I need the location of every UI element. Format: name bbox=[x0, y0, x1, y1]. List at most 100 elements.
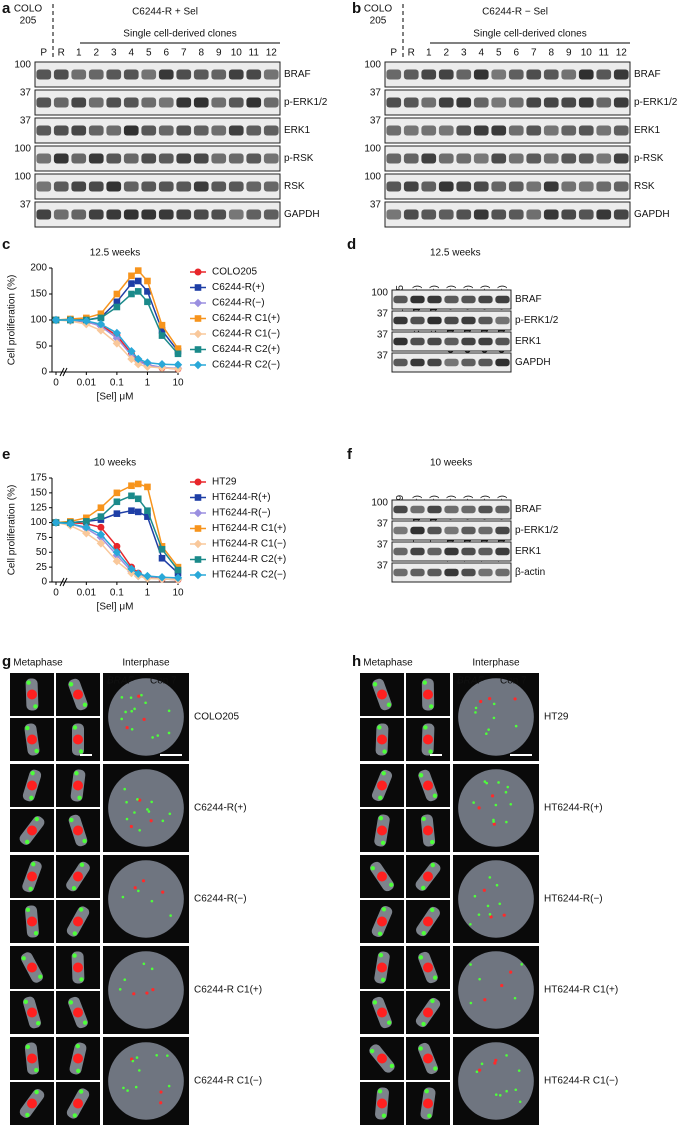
marker bbox=[173, 573, 183, 583]
nucleus bbox=[458, 951, 534, 1029]
mw-label: 100 bbox=[14, 172, 31, 183]
nucleus bbox=[458, 769, 534, 847]
green-signal bbox=[34, 1089, 39, 1095]
band bbox=[123, 209, 139, 220]
band bbox=[578, 181, 594, 192]
band bbox=[193, 97, 209, 108]
mw-label: 37 bbox=[370, 88, 382, 99]
band bbox=[193, 125, 209, 136]
marker bbox=[134, 359, 143, 369]
band bbox=[578, 125, 594, 136]
lane-label: 2 bbox=[93, 48, 99, 59]
green-signal bbox=[418, 773, 424, 778]
band bbox=[444, 547, 459, 556]
band bbox=[613, 69, 629, 80]
centromere bbox=[27, 734, 37, 745]
marker bbox=[143, 358, 152, 367]
band bbox=[427, 568, 442, 577]
band bbox=[53, 153, 69, 164]
centromere bbox=[73, 825, 83, 836]
marker bbox=[158, 332, 166, 339]
band bbox=[526, 181, 542, 192]
band bbox=[410, 295, 425, 304]
green-signal bbox=[118, 988, 122, 991]
y-tick-label: 125 bbox=[30, 502, 47, 513]
band bbox=[438, 181, 454, 192]
green-signal bbox=[156, 734, 160, 737]
red-signal bbox=[482, 888, 486, 892]
y-tick-label: 150 bbox=[30, 289, 47, 300]
green-signal bbox=[432, 975, 438, 980]
red-signal bbox=[159, 1090, 163, 1094]
band bbox=[263, 209, 279, 220]
band bbox=[36, 181, 52, 192]
band bbox=[123, 125, 139, 136]
lane-label: 10 bbox=[581, 48, 593, 59]
band bbox=[478, 295, 493, 304]
x-axis-label: [Sel] μM bbox=[97, 602, 134, 613]
red-signal bbox=[490, 794, 495, 798]
marker bbox=[134, 480, 142, 488]
row-label: BRAF bbox=[515, 294, 542, 305]
mw-label: 37 bbox=[370, 200, 382, 211]
band bbox=[456, 209, 472, 220]
green-signal bbox=[518, 1100, 522, 1104]
green-signal bbox=[430, 907, 435, 913]
band bbox=[508, 209, 524, 220]
green-signal bbox=[497, 781, 500, 784]
lane-label: R bbox=[58, 48, 65, 59]
blot-title: 12.5 weeks bbox=[430, 248, 481, 259]
band bbox=[228, 153, 244, 164]
band bbox=[106, 181, 122, 192]
centromere bbox=[377, 916, 387, 927]
nucleus bbox=[458, 678, 534, 756]
centromere bbox=[27, 780, 37, 791]
band bbox=[421, 153, 437, 164]
band bbox=[438, 69, 454, 80]
band bbox=[141, 125, 157, 136]
marker bbox=[193, 298, 203, 308]
marker bbox=[144, 483, 151, 491]
subheader: Single cell-derived clones bbox=[473, 29, 586, 40]
band bbox=[263, 125, 279, 136]
marker bbox=[158, 546, 166, 553]
green-signal bbox=[422, 680, 427, 685]
lane-label: 4 bbox=[478, 48, 484, 59]
green-signal bbox=[133, 811, 136, 814]
marker bbox=[113, 489, 121, 497]
marker bbox=[127, 346, 136, 356]
band bbox=[427, 505, 442, 514]
band bbox=[403, 209, 419, 220]
green-signal bbox=[31, 861, 36, 867]
y-axis-label: Cell proliferation (%) bbox=[7, 275, 18, 366]
band bbox=[578, 97, 594, 108]
centromere bbox=[27, 916, 37, 927]
x-tick-label: 0 bbox=[53, 588, 59, 599]
green-signal bbox=[509, 802, 513, 806]
centromere bbox=[27, 871, 37, 882]
band bbox=[158, 97, 174, 108]
band bbox=[473, 181, 489, 192]
band bbox=[228, 209, 244, 220]
band bbox=[421, 181, 437, 192]
green-signal bbox=[469, 1001, 473, 1005]
band bbox=[246, 209, 262, 220]
marker bbox=[134, 354, 143, 364]
axis-break bbox=[62, 367, 68, 377]
green-signal bbox=[137, 889, 140, 893]
series-line bbox=[56, 495, 179, 571]
band bbox=[53, 181, 69, 192]
red-signal bbox=[142, 717, 146, 721]
red-signal bbox=[161, 890, 165, 894]
row-label: ERK1 bbox=[284, 125, 311, 136]
marker bbox=[174, 350, 182, 358]
green-signal bbox=[424, 1088, 429, 1094]
red-signal bbox=[141, 879, 146, 883]
band bbox=[71, 97, 87, 108]
red-signal bbox=[513, 697, 517, 701]
green-signal bbox=[427, 1113, 432, 1119]
red-signal bbox=[125, 726, 129, 730]
band bbox=[228, 69, 244, 80]
band bbox=[141, 69, 157, 80]
